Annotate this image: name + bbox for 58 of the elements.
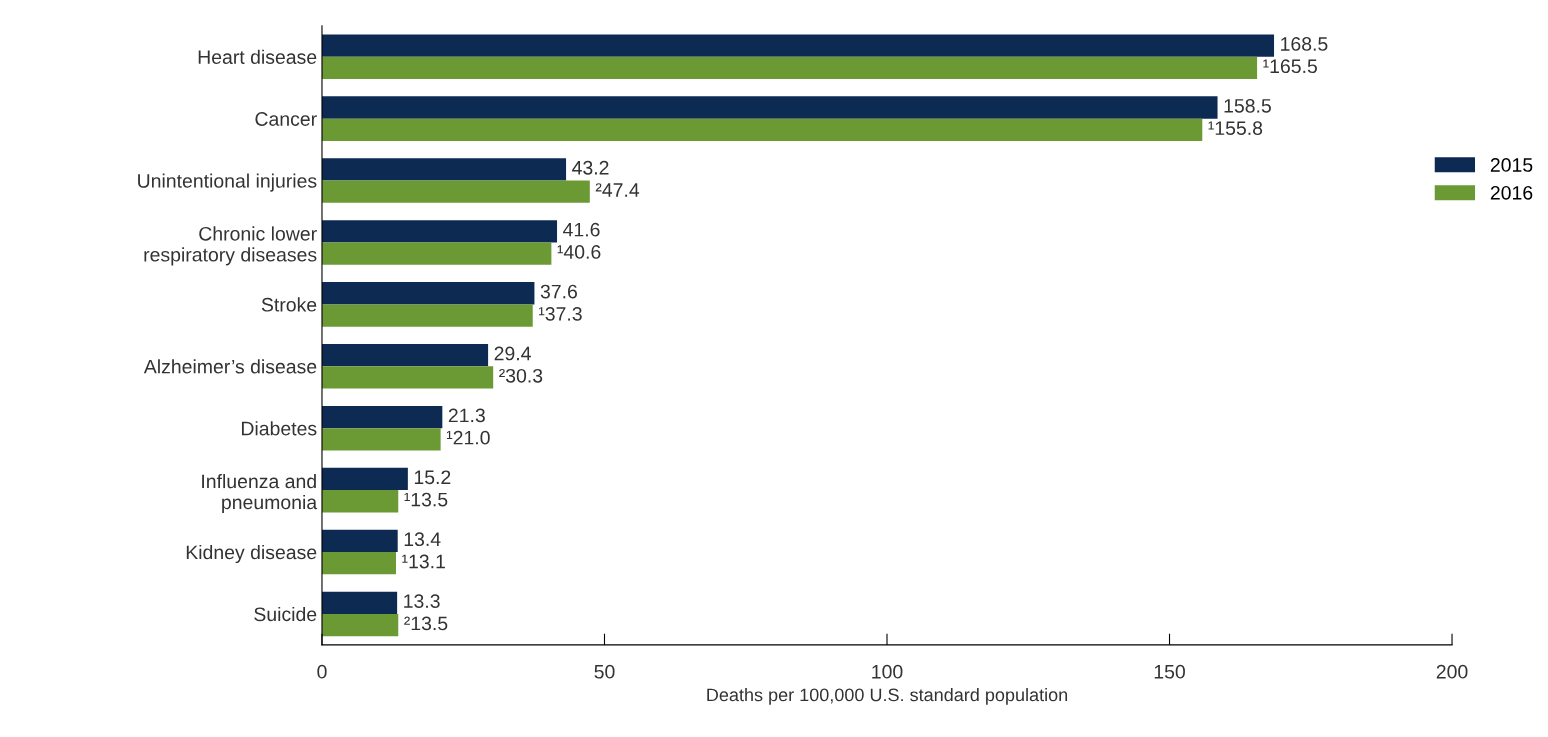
data-label: ¹13.1 <box>402 554 445 569</box>
bar <box>321 158 567 181</box>
y-tick-label: Kidney disease <box>186 544 317 564</box>
bar <box>321 591 398 614</box>
x-tick-label: 50 <box>594 664 615 679</box>
data-label: ¹13.5 <box>404 492 448 507</box>
bar <box>321 220 558 243</box>
bar <box>321 552 396 575</box>
bar <box>321 613 399 637</box>
y-tick-label: Cancer <box>255 112 317 126</box>
y-tick-label: Heart disease <box>198 49 317 64</box>
bar <box>321 490 399 513</box>
y-tick-label: Alzheimer’s disease <box>143 359 317 374</box>
y-tick-label: Suicide <box>254 606 317 622</box>
data-label: 168.5 <box>1281 37 1328 51</box>
data-label: ¹155.8 <box>1208 121 1263 136</box>
bar <box>321 405 443 429</box>
data-label: 37.6 <box>540 284 577 299</box>
data-label: 13.4 <box>404 532 441 547</box>
data-label: 15.2 <box>414 470 451 485</box>
bar <box>321 242 552 265</box>
x-tick-label: 100 <box>872 664 903 679</box>
data-label: ²30.3 <box>499 368 543 383</box>
y-tick-label: Chronic lower respiratory diseases <box>144 226 317 266</box>
bar <box>321 180 590 203</box>
bar <box>321 467 408 491</box>
x-tick-label: 150 <box>1154 664 1185 679</box>
bar <box>321 304 533 327</box>
data-label: ¹40.6 <box>557 245 601 259</box>
x-tick-label: 200 <box>1436 664 1468 679</box>
bar <box>321 96 1218 119</box>
data-label: 43.2 <box>572 160 609 175</box>
data-label: ¹165.5 <box>1263 59 1317 74</box>
data-label: ²13.5 <box>404 616 448 631</box>
bar <box>321 344 489 367</box>
bar <box>321 282 535 305</box>
legend-label: 2016 <box>1490 185 1533 200</box>
bar <box>321 118 1203 141</box>
y-tick-label: Unintentional injuries <box>138 173 317 192</box>
x-axis-title: Deaths per 100,000 U.S. standard population <box>707 688 1068 705</box>
bar <box>321 529 398 553</box>
y-tick-label: Influenza and pneumonia <box>202 474 318 514</box>
bar <box>321 56 1258 80</box>
data-label: ¹37.3 <box>539 306 582 321</box>
data-label: 13.3 <box>404 594 440 608</box>
legend-label: 2015 <box>1490 158 1533 172</box>
x-tick-label: 0 <box>317 664 327 679</box>
bar <box>321 366 494 389</box>
data-label: 158.5 <box>1224 98 1271 113</box>
bar <box>321 34 1275 57</box>
data-label: 21.3 <box>448 408 485 423</box>
data-label: 41.6 <box>563 222 600 237</box>
bar <box>321 428 441 451</box>
data-label: ²47.4 <box>595 183 640 197</box>
y-tick-label: Stroke <box>261 297 317 312</box>
y-tick-label: Diabetes <box>241 421 317 436</box>
data-label: 29.4 <box>494 346 531 361</box>
data-label: ¹21.0 <box>446 430 490 445</box>
